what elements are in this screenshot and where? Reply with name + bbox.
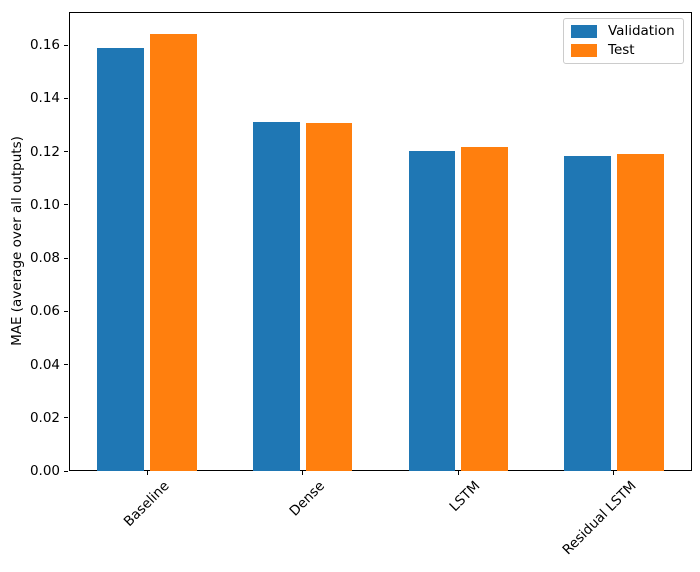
x-tick-label-dense: Dense xyxy=(286,478,329,520)
bar-validation-residual-lstm xyxy=(564,156,611,471)
x-tick-mark xyxy=(146,471,148,475)
y-tick-mark xyxy=(64,204,68,206)
y-tick-label: 0.16 xyxy=(29,37,60,54)
y-tick-mark xyxy=(64,97,68,99)
legend-label-validation: Validation xyxy=(608,23,675,39)
bar-validation-baseline xyxy=(97,47,144,471)
x-tick-mark xyxy=(613,471,615,475)
x-tick-label-lstm: LSTM xyxy=(446,478,484,515)
y-tick-label: 0.12 xyxy=(29,143,60,160)
bar-validation-lstm xyxy=(408,151,456,471)
bar-test-lstm xyxy=(461,146,509,471)
y-tick-label: 0.04 xyxy=(29,356,60,373)
y-tick-mark xyxy=(64,364,68,366)
x-tick-label-residual-lstm: Residual LSTM xyxy=(559,478,640,559)
y-tick-mark xyxy=(64,257,68,259)
bar-validation-dense xyxy=(252,122,300,471)
legend-swatch-test xyxy=(571,44,597,57)
bar-test-baseline xyxy=(150,34,197,471)
y-tick-label: 0.08 xyxy=(29,250,60,267)
legend-entry-test: Test xyxy=(571,43,675,58)
y-tick-label: 0.02 xyxy=(29,409,60,426)
y-tick-mark xyxy=(64,44,68,46)
y-tick-label: 0.14 xyxy=(29,90,60,107)
y-tick-label: 0.06 xyxy=(29,303,60,320)
y-axis-label: MAE (average over all outputs) xyxy=(9,136,25,346)
y-tick-label: 0.10 xyxy=(29,196,60,213)
legend: Validation Test xyxy=(563,18,684,64)
x-tick-mark xyxy=(302,471,304,475)
x-tick-label-baseline: Baseline xyxy=(120,478,173,530)
y-tick-mark xyxy=(64,470,68,472)
legend-label-test: Test xyxy=(608,42,635,58)
bar-test-dense xyxy=(305,123,353,471)
y-tick-mark xyxy=(64,151,68,153)
plot-area xyxy=(69,12,692,471)
y-tick-label: 0.00 xyxy=(29,463,60,479)
legend-swatch-validation xyxy=(571,25,597,38)
legend-entry-validation: Validation xyxy=(571,24,675,39)
y-tick-mark xyxy=(64,310,68,312)
bar-test-residual-lstm xyxy=(617,154,664,471)
x-tick-mark xyxy=(457,471,459,475)
y-tick-mark xyxy=(64,417,68,419)
